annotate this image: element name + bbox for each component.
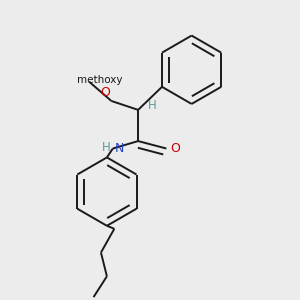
Text: H: H (148, 99, 156, 112)
Text: O: O (170, 142, 180, 155)
Text: N: N (115, 142, 124, 155)
Text: H: H (102, 140, 110, 154)
Text: O: O (100, 86, 110, 100)
Text: methoxy: methoxy (77, 75, 122, 85)
